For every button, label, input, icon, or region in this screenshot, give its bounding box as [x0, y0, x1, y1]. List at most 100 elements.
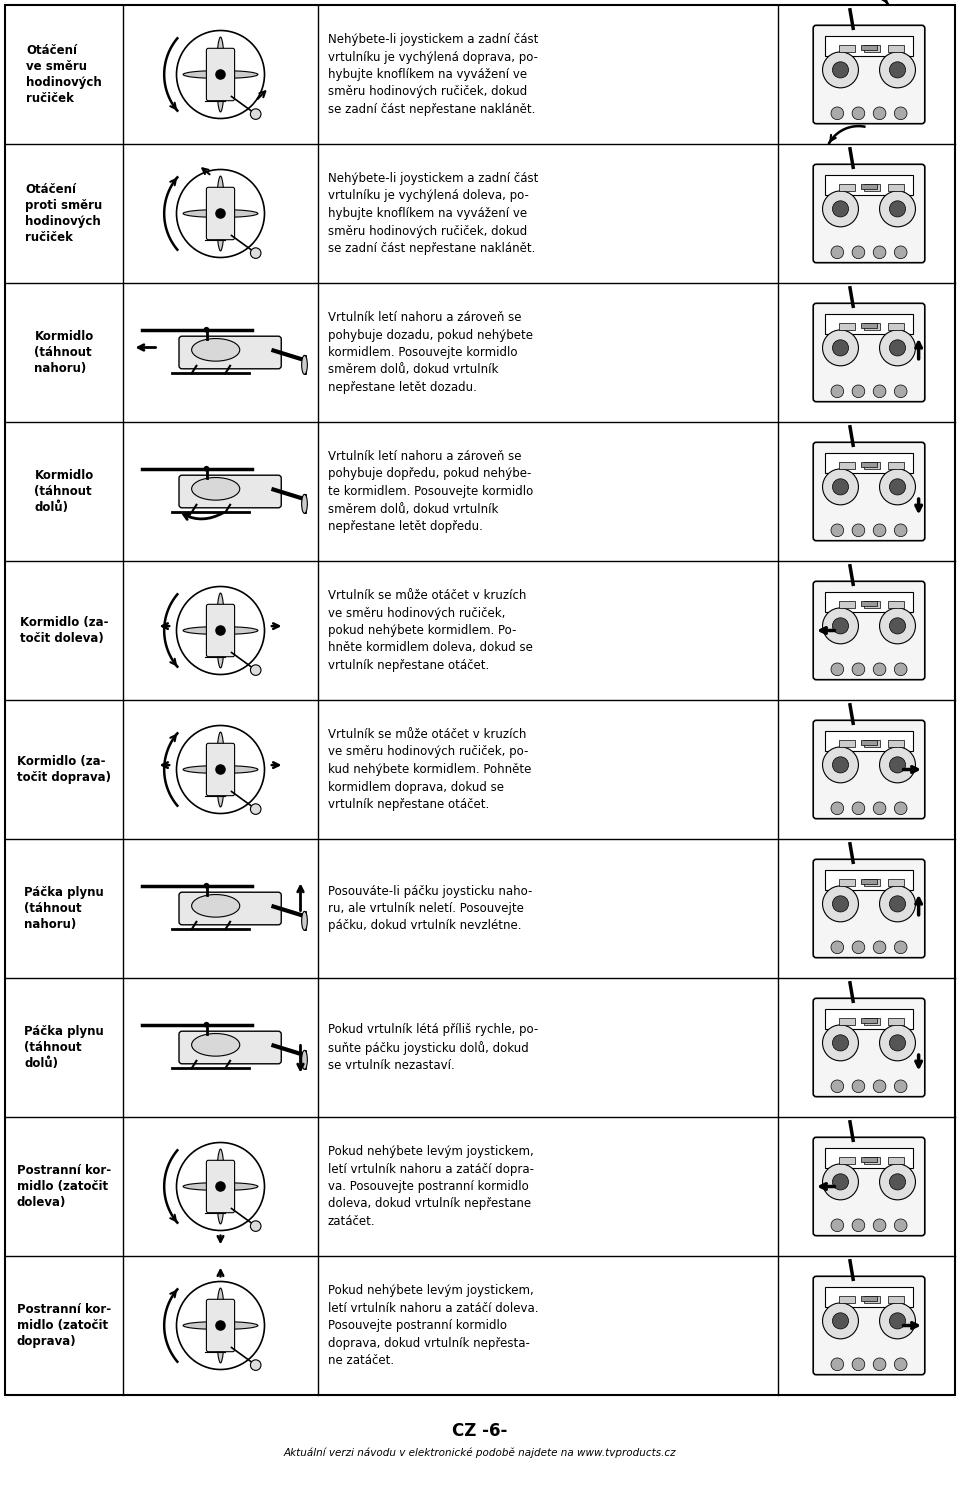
Bar	[825, 1147, 913, 1168]
FancyBboxPatch shape	[813, 720, 924, 818]
Circle shape	[879, 746, 916, 782]
Ellipse shape	[183, 210, 258, 218]
FancyBboxPatch shape	[813, 998, 924, 1097]
Circle shape	[852, 1357, 865, 1371]
Text: Posouváte-li páčku joysticku naho-
ru, ale vrtulník neletí. Posouvejte
páčku, do: Posouváte-li páčku joysticku naho- ru, a…	[328, 885, 533, 933]
Circle shape	[874, 1219, 886, 1232]
Circle shape	[215, 209, 226, 219]
Bar	[860, 1296, 877, 1301]
Circle shape	[831, 107, 844, 119]
Circle shape	[831, 384, 844, 398]
Bar	[864, 741, 879, 748]
Circle shape	[251, 109, 261, 119]
Circle shape	[895, 942, 907, 954]
Bar	[839, 45, 855, 52]
Circle shape	[832, 478, 849, 495]
Circle shape	[852, 1219, 865, 1232]
Circle shape	[889, 478, 905, 495]
Circle shape	[879, 52, 916, 88]
Text: Kormidlo (za-
točit doleva): Kormidlo (za- točit doleva)	[20, 615, 108, 645]
Circle shape	[895, 1219, 907, 1232]
Circle shape	[215, 764, 226, 775]
Circle shape	[832, 340, 849, 356]
Bar	[825, 453, 913, 472]
Circle shape	[879, 887, 916, 922]
Text: Pokud nehýbete levým joystickem,
letí vrtulník nahoru a zatáčí doleva.
Posouvejt: Pokud nehýbete levým joystickem, letí vr…	[328, 1284, 539, 1366]
Circle shape	[823, 1025, 858, 1061]
Circle shape	[251, 247, 261, 258]
Circle shape	[215, 626, 226, 636]
Circle shape	[832, 1174, 849, 1191]
Text: Pokud vrtulník létá příliš rychle, po-
suňte páčku joysticku dolů, dokud
se vrtu: Pokud vrtulník létá příliš rychle, po- s…	[328, 1022, 539, 1073]
FancyBboxPatch shape	[206, 744, 234, 796]
Circle shape	[874, 802, 886, 815]
Bar	[888, 462, 904, 469]
Bar	[839, 1018, 855, 1025]
Ellipse shape	[301, 355, 307, 374]
Text: Nehýbete-li joystickem a zadní část
vrtulníku je vychýlená doprava, po-
hybujte : Nehýbete-li joystickem a zadní část vrtu…	[328, 33, 539, 116]
Circle shape	[832, 201, 849, 218]
Bar	[839, 600, 855, 608]
Circle shape	[895, 663, 907, 675]
Ellipse shape	[217, 176, 225, 250]
Circle shape	[823, 746, 858, 782]
FancyBboxPatch shape	[179, 893, 281, 925]
Circle shape	[889, 895, 905, 912]
Circle shape	[832, 61, 849, 77]
Circle shape	[874, 524, 886, 536]
Circle shape	[879, 1302, 916, 1340]
Bar	[825, 1287, 913, 1307]
Circle shape	[879, 1025, 916, 1061]
Ellipse shape	[192, 338, 240, 361]
Circle shape	[831, 524, 844, 536]
Ellipse shape	[217, 593, 225, 668]
Bar	[864, 600, 879, 608]
Circle shape	[889, 1313, 905, 1329]
FancyBboxPatch shape	[206, 1299, 234, 1351]
Circle shape	[874, 1080, 886, 1092]
FancyBboxPatch shape	[206, 48, 234, 101]
Bar	[888, 323, 904, 331]
FancyBboxPatch shape	[813, 581, 924, 679]
FancyBboxPatch shape	[813, 164, 924, 262]
Ellipse shape	[301, 1050, 307, 1070]
Bar	[860, 600, 877, 606]
FancyBboxPatch shape	[206, 188, 234, 240]
Circle shape	[204, 884, 209, 888]
Text: Vrtulník letí nahoru a zároveň se
pohybuje dopředu, pokud nehýbe-
te kormidlem. : Vrtulník letí nahoru a zároveň se pohybu…	[328, 450, 533, 533]
Circle shape	[823, 52, 858, 88]
Ellipse shape	[183, 626, 258, 635]
Text: Pokud nehýbete levým joystickem,
letí vrtulník nahoru a zatáčí dopra-
va. Posouv: Pokud nehýbete levým joystickem, letí vr…	[328, 1144, 534, 1228]
Circle shape	[204, 1022, 209, 1028]
Circle shape	[874, 384, 886, 398]
Circle shape	[874, 1357, 886, 1371]
Circle shape	[895, 1080, 907, 1092]
Circle shape	[889, 618, 905, 633]
Text: Aktuální verzi návodu v elektronické podobě najdete na www.tvproducts.cz: Aktuální verzi návodu v elektronické pod…	[284, 1448, 676, 1459]
Bar	[860, 1018, 877, 1024]
Bar	[825, 730, 913, 751]
Bar	[888, 1018, 904, 1025]
Circle shape	[889, 340, 905, 356]
Circle shape	[852, 802, 865, 815]
Circle shape	[874, 942, 886, 954]
Circle shape	[251, 1220, 261, 1231]
Circle shape	[895, 246, 907, 259]
Bar	[864, 183, 879, 191]
Text: Kormidlo (za-
točit doprava): Kormidlo (za- točit doprava)	[17, 755, 111, 784]
Circle shape	[852, 107, 865, 119]
Circle shape	[895, 524, 907, 536]
Circle shape	[823, 191, 858, 226]
FancyBboxPatch shape	[813, 443, 924, 541]
FancyBboxPatch shape	[206, 1161, 234, 1213]
Circle shape	[852, 246, 865, 259]
Text: Vrtulník letí nahoru a zároveň se
pohybuje dozadu, pokud nehýbete
kormidlem. Pos: Vrtulník letí nahoru a zároveň se pohybu…	[328, 311, 533, 393]
Circle shape	[251, 803, 261, 815]
Circle shape	[832, 895, 849, 912]
Bar	[825, 36, 913, 57]
Bar	[860, 741, 877, 745]
Circle shape	[879, 329, 916, 367]
Bar	[864, 462, 879, 469]
Bar	[888, 45, 904, 52]
Circle shape	[889, 201, 905, 218]
